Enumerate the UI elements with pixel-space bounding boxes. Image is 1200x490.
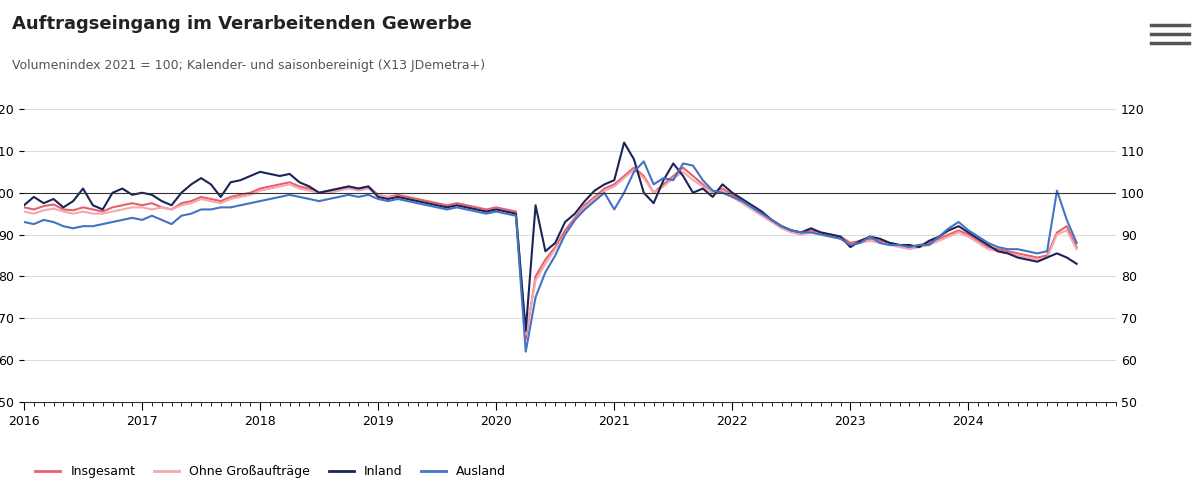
Legend: Insgesamt, Ohne Großaufträge, Inland, Ausland: Insgesamt, Ohne Großaufträge, Inland, Au…: [30, 461, 511, 483]
Text: Volumenindex 2021 = 100; Kalender- und saisonbereinigt (X13 JDemetra+): Volumenindex 2021 = 100; Kalender- und s…: [12, 59, 485, 72]
Text: Auftragseingang im Verarbeitenden Gewerbe: Auftragseingang im Verarbeitenden Gewerb…: [12, 15, 472, 33]
